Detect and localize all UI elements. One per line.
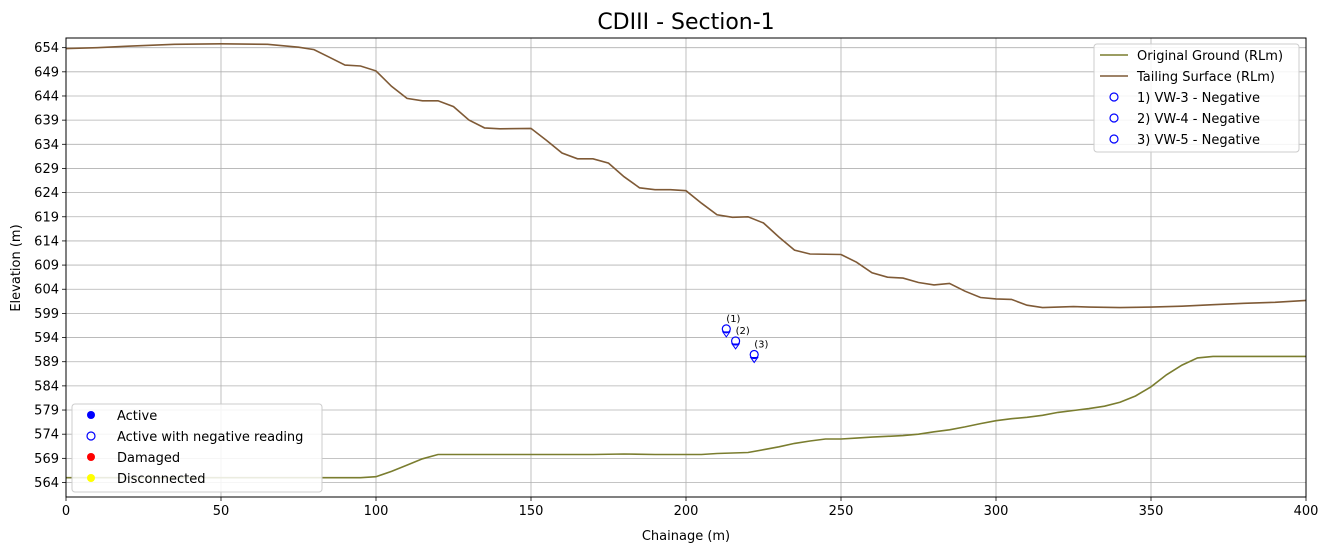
x-tick-label: 0 — [62, 504, 70, 519]
x-tick-label: 50 — [213, 504, 230, 519]
instrument-tip-icon — [721, 331, 731, 338]
y-tick-label: 604 — [34, 283, 59, 298]
instrument-label: (3) — [754, 339, 768, 350]
y-tick-label: 569 — [34, 452, 59, 467]
status-legend-label: Disconnected — [117, 472, 205, 487]
instrument-label: (1) — [726, 314, 740, 325]
x-tick-label: 350 — [1139, 504, 1164, 519]
legend-marker-swatch — [1109, 113, 1119, 123]
legend-top-right: Original Ground (RLm) Tailing Surface (RL… — [1093, 43, 1300, 153]
status-swatch — [87, 411, 95, 419]
x-tick-label: 300 — [984, 504, 1009, 519]
legend-frame — [1093, 43, 1300, 153]
y-tick-label: 574 — [34, 428, 59, 443]
chart-title: CDIII - Section-1 — [597, 10, 774, 35]
x-tick-label: 150 — [519, 504, 544, 519]
y-tick-label: 639 — [34, 114, 59, 129]
status-swatch — [87, 474, 95, 482]
instrument-marker — [749, 349, 759, 360]
legend-entry-label: 1) VW-3 - Negative — [1137, 91, 1260, 106]
x-tick-label: 250 — [829, 504, 854, 519]
status-swatch — [87, 453, 95, 461]
legend-entry-label: 3) VW-5 - Negative — [1137, 133, 1260, 148]
x-tick-label: 400 — [1294, 504, 1319, 519]
y-tick-label: 584 — [34, 379, 59, 394]
y-tick-label: 649 — [34, 65, 59, 80]
x-tick-label: 100 — [364, 504, 389, 519]
y-tick-label: 564 — [34, 476, 59, 491]
y-tick-label: 579 — [34, 404, 59, 419]
legend-marker-swatch — [1109, 134, 1119, 144]
legend-entry-label: Tailing Surface (RLm) — [1136, 70, 1275, 85]
y-tick-label: 634 — [34, 138, 59, 153]
instrument-marker — [721, 324, 731, 334]
status-legend-label: Active — [117, 409, 157, 424]
y-tick-label: 654 — [34, 41, 59, 56]
y-axis-label: Elevation (m) — [9, 224, 24, 311]
legend-entry-label: 2) VW-4 - Negative — [1137, 112, 1260, 127]
status-swatch — [86, 431, 96, 441]
y-tick-label: 594 — [34, 331, 59, 346]
y-tick-label: 614 — [34, 234, 59, 249]
legend-entry-label: Original Ground (RLm) — [1137, 49, 1283, 64]
instrument-tip-icon — [731, 343, 741, 350]
y-tick-label: 629 — [34, 162, 59, 177]
series-layer — [65, 42, 1307, 479]
x-tick-label: 200 — [674, 504, 699, 519]
y-tick-label: 599 — [34, 307, 59, 322]
status-legend-label: Active with negative reading — [117, 430, 303, 445]
axes: 0 50 100 150 200 250 300 350 400 564 569 574 579 584 5… — [34, 37, 1319, 519]
y-tick-label: 589 — [34, 355, 59, 370]
instrument-layer: (1)(2) (3) — [721, 314, 768, 364]
instrument-label: (2) — [736, 326, 750, 337]
y-tick-label: 644 — [34, 89, 59, 104]
legend-marker-swatch — [1109, 92, 1119, 102]
y-tick-label: 619 — [34, 210, 59, 225]
status-legend-label: Damaged — [117, 451, 180, 466]
x-axis-label: Chainage (m) — [642, 529, 730, 544]
plot-frame — [65, 37, 1307, 498]
instrument-tip-icon — [749, 356, 759, 364]
legend-status: Active Active with negative reading Damage… — [71, 403, 323, 493]
y-tick-label: 609 — [34, 259, 59, 274]
tailing-surface-line — [65, 42, 1307, 309]
status-legend-frame — [71, 403, 323, 493]
instrument-marker — [730, 336, 741, 346]
original-ground-line — [66, 355, 1306, 479]
y-tick-label: 624 — [34, 186, 59, 201]
